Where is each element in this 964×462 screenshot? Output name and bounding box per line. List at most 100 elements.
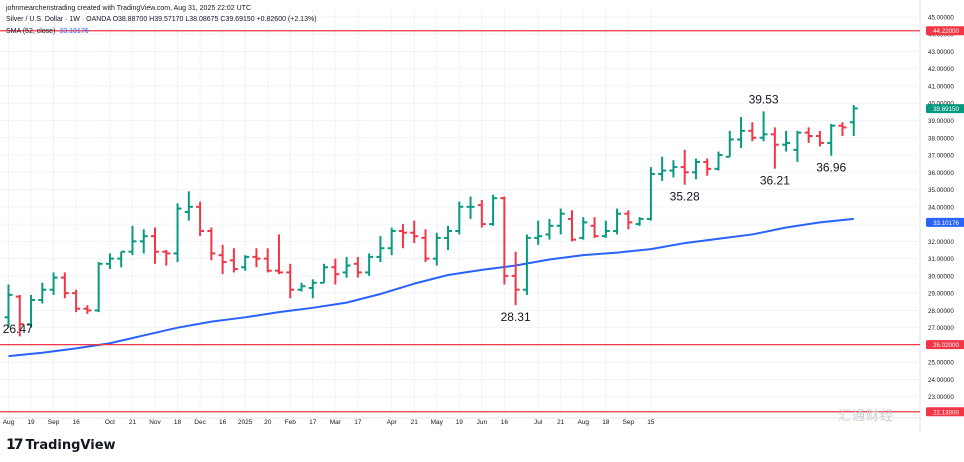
- ohlc-bar: [500, 196, 509, 285]
- price-tick-label: 37.00000: [928, 153, 954, 160]
- time-tick-label: 21: [129, 419, 137, 426]
- chart-author-line: johnmearchenstrading created with Tradin…: [6, 5, 252, 12]
- price-annotation: 35.28: [670, 190, 700, 204]
- time-tick-label: Jun: [477, 419, 488, 426]
- ohlc-bar: [432, 232, 441, 266]
- ohlc-bar: [83, 305, 92, 314]
- ohlc-bar: [151, 227, 160, 264]
- sma-price-label: 33.10176: [933, 220, 959, 227]
- ohlc-bar: [4, 284, 13, 328]
- ohlc-bar: [365, 253, 374, 276]
- price-tick-label: 41.00000: [928, 83, 954, 90]
- ohlc-bar: [646, 167, 655, 221]
- ohlc-bar: [286, 263, 295, 299]
- ohlc-bar: [49, 272, 58, 295]
- ohlc-bar: [38, 282, 47, 304]
- ohlc-bar: [680, 149, 689, 185]
- tradingview-brand[interactable]: 17 TradingView: [6, 437, 116, 453]
- ohlc-bar: [410, 220, 419, 244]
- sma-line: [8, 217, 854, 358]
- ohlc-bar: [759, 111, 768, 142]
- ohlc-bar: [241, 255, 250, 271]
- ohlc-bar: [782, 130, 791, 152]
- ohlc-bar: [252, 248, 261, 268]
- price-tick-label: 23.00000: [928, 394, 954, 401]
- price-tick-label: 45.00000: [928, 14, 954, 21]
- time-tick-label: 21: [557, 419, 565, 426]
- time-tick-label: 17: [309, 419, 317, 426]
- ohlc-bar: [613, 208, 622, 235]
- last-price-tag: 39.69150: [926, 104, 964, 113]
- price-tick-label: 27.00000: [928, 325, 954, 332]
- time-tick-label: 16: [219, 419, 227, 426]
- ohlc-bar: [444, 225, 453, 250]
- price-annotation: 26.47: [3, 322, 33, 336]
- ohlc-bar: [60, 272, 69, 299]
- time-tick-label: 16: [73, 419, 81, 426]
- ohlc-bar: [624, 210, 633, 230]
- ohlc-bar: [601, 220, 610, 238]
- ohlc-bar: [669, 160, 678, 178]
- ohlc-bar: [308, 279, 317, 299]
- price-tag-label: 44.22000: [933, 28, 959, 35]
- price-annotation: 28.31: [501, 310, 531, 324]
- time-tick-label: Aug: [3, 419, 15, 426]
- time-tick-label: May: [431, 419, 444, 426]
- price-tick-label: 38.00000: [928, 135, 954, 142]
- ohlc-bar: [477, 199, 486, 228]
- price-tick-label: 32.00000: [928, 239, 954, 246]
- sma-price-tag: 33.10176: [926, 217, 964, 227]
- time-tick-label: Oct: [105, 419, 115, 426]
- ohlc-bar: [466, 196, 475, 219]
- time-tick-label: 21: [411, 419, 419, 426]
- tradingview-logo-icon: 17: [6, 437, 24, 453]
- ohlc-bar: [376, 236, 385, 263]
- price-tick-label: 25.00000: [928, 360, 954, 367]
- price-tick-label: 24.00000: [928, 377, 954, 384]
- ohlc-bar: [207, 227, 216, 261]
- ohlc-bar: [793, 130, 802, 162]
- time-tick-label: 16: [501, 419, 509, 426]
- time-tick-label: 20: [264, 419, 272, 426]
- ohlc-bar: [522, 234, 531, 295]
- price-tag-label: 26.02000: [933, 342, 959, 349]
- sma-legend[interactable]: SMA (52, close) 33.10176: [6, 27, 89, 36]
- ohlc-bar: [184, 191, 193, 221]
- price-tag-label: 22.13000: [933, 409, 959, 416]
- ohlc-bar: [838, 122, 847, 137]
- symbol-ohlc-line[interactable]: Silver / U.S. Dollar · 1W · OANDA O38.88…: [6, 16, 317, 23]
- ohlc-bar: [804, 127, 813, 143]
- ohlc-bar: [72, 289, 81, 313]
- ohlc-bar: [770, 127, 779, 169]
- ohlc-bar: [139, 229, 148, 254]
- price-annotation: 39.53: [749, 92, 779, 106]
- price-tick-label: 30.00000: [928, 273, 954, 280]
- ohlc-bar: [229, 248, 238, 273]
- ohlc-bar: [849, 104, 858, 137]
- time-tick-label: 18: [602, 419, 610, 426]
- ohlc-bar: [748, 122, 757, 142]
- ohlc-bar: [714, 151, 723, 171]
- time-tick-label: 19: [27, 419, 35, 426]
- ohlc-bar: [128, 225, 137, 256]
- price-tick-label: 29.00000: [928, 291, 954, 298]
- ohlc-bar: [27, 294, 36, 328]
- time-tick-label: Apr: [387, 419, 398, 426]
- ohlc-bar: [421, 229, 430, 263]
- ohlc-bar: [320, 263, 329, 284]
- time-tick-label: Mar: [330, 419, 342, 426]
- price-tick-label: 34.00000: [928, 204, 954, 211]
- ohlc-bar: [703, 158, 712, 176]
- ohlc-bar: [658, 156, 667, 181]
- ohlc-bar: [511, 251, 520, 306]
- ohlc-bar: [331, 258, 340, 285]
- ohlc-bar: [725, 130, 734, 158]
- time-tick-label: 19: [456, 419, 464, 426]
- time-tick-label: Nov: [149, 419, 161, 426]
- time-tick-label: Dec: [194, 419, 206, 426]
- ohlc-bar: [94, 262, 103, 313]
- ohlc-bar: [455, 201, 464, 235]
- price-tick-label: 35.00000: [928, 187, 954, 194]
- price-tag-box: [926, 26, 964, 36]
